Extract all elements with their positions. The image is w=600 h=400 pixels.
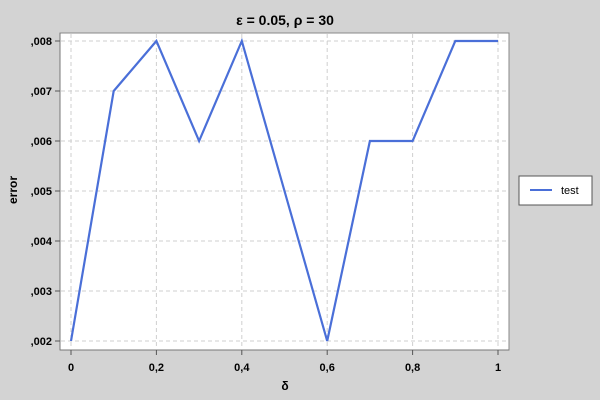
x-tick-label: 0,6	[320, 362, 335, 374]
y-tick-label: ,006	[31, 136, 52, 148]
x-ticks: 0 0,2 0,4 0,6 0,8 1	[68, 350, 501, 374]
data-point	[241, 40, 243, 42]
data-point	[198, 140, 200, 142]
series-line-test	[69, 37, 498, 342]
x-tick-label: 0,4	[234, 362, 250, 374]
data-point	[369, 140, 371, 142]
y-tick-label: ,002	[31, 336, 52, 348]
legend: test	[518, 175, 593, 206]
data-point	[70, 340, 72, 342]
data-point	[113, 90, 115, 92]
x-tick-label: 1	[495, 362, 501, 374]
y-tick-label: ,008	[31, 36, 52, 48]
chart-title: ε = 0.05, ρ = 30	[236, 12, 334, 28]
data-point	[412, 140, 414, 142]
data-point	[454, 40, 456, 42]
series-group	[69, 37, 499, 342]
x-tick-label: 0,2	[149, 362, 164, 374]
x-tick-label: 0,8	[405, 362, 420, 374]
data-point	[284, 190, 286, 192]
legend-box	[518, 175, 593, 206]
y-ticks: ,002 ,003 ,004 ,005 ,006 ,007 ,008	[31, 36, 60, 348]
x-axis-label: δ	[281, 379, 288, 393]
legend-label: test	[561, 185, 579, 197]
y-tick-label: ,005	[31, 186, 52, 198]
y-tick-label: ,004	[31, 236, 53, 248]
x-tick-label: 0	[68, 362, 74, 374]
data-point	[155, 40, 157, 42]
y-tick-label: ,003	[31, 286, 52, 298]
data-point	[326, 340, 328, 342]
y-axis-label: error	[6, 176, 20, 204]
data-point	[497, 40, 499, 42]
y-tick-label: ,007	[31, 86, 52, 98]
